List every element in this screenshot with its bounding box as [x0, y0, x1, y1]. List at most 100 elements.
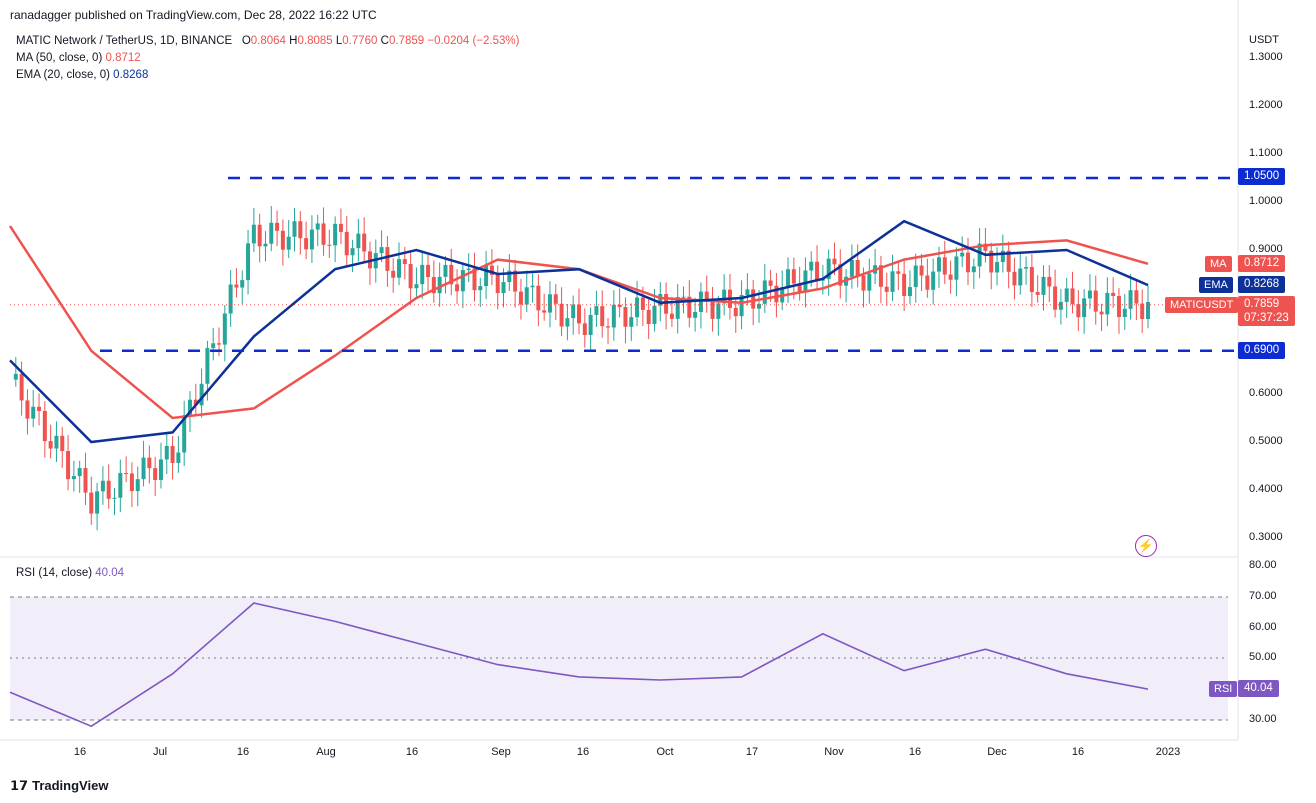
candle-body — [141, 457, 146, 480]
candle-body — [397, 259, 402, 278]
candle-body — [600, 306, 605, 327]
candle-body — [280, 230, 285, 250]
candle-body — [263, 243, 268, 247]
level-label-1050: 1.0500 — [1238, 168, 1286, 185]
candle-body — [228, 284, 233, 314]
candle-body — [460, 270, 465, 292]
low-label: L — [335, 35, 343, 47]
candle-body — [640, 297, 645, 310]
candle-body — [443, 264, 448, 277]
candle-body — [199, 383, 204, 406]
candle-body — [507, 270, 512, 283]
candle-body — [83, 468, 88, 493]
candle-body — [275, 222, 280, 231]
candle-body — [710, 301, 715, 319]
rsi-line — [9, 602, 1149, 728]
currency-label: USDT — [1249, 34, 1279, 46]
change-value: −0.0204 (−2.53%) — [427, 35, 520, 47]
candle-body — [89, 492, 94, 514]
candle-body — [269, 222, 274, 244]
candle-body — [1000, 250, 1005, 263]
candle-body — [629, 317, 634, 327]
candle-body — [565, 318, 570, 327]
tradingview-logo[interactable]: 𝟭𝟳 TradingView — [10, 778, 108, 794]
candle-body — [13, 373, 18, 380]
candle-body — [240, 280, 245, 288]
rsi-tick: 50.00 — [1249, 651, 1277, 664]
candle-body — [100, 480, 105, 492]
candle-body — [652, 305, 657, 325]
candle-body — [542, 310, 547, 313]
candle-body — [931, 271, 936, 290]
candle-body — [1134, 290, 1139, 304]
time-tick: 16 — [908, 746, 922, 758]
rsi-price-label: 40.04 — [1238, 680, 1279, 697]
candle-body — [1041, 276, 1046, 295]
high-value: 0.8085 — [297, 35, 333, 47]
candle-body — [936, 257, 941, 272]
candle-body — [489, 265, 494, 275]
candle-body — [379, 247, 384, 254]
candle-body — [809, 261, 814, 271]
candle-body — [158, 459, 163, 481]
rsi-tick: 60.00 — [1249, 620, 1277, 633]
candle-body — [1058, 301, 1063, 310]
candle-body — [431, 277, 436, 294]
close-value: 0.7859 — [388, 35, 425, 47]
time-tick: 16 — [236, 746, 250, 758]
candle-body — [681, 296, 686, 298]
rsi-tick: 80.00 — [1249, 559, 1277, 571]
candle-body — [530, 285, 535, 288]
candle-body — [1128, 290, 1133, 309]
candle-body — [420, 264, 425, 285]
candle-body — [704, 291, 709, 302]
candle-body — [1064, 288, 1069, 302]
publisher-line: ranadagger published on TradingView.com,… — [10, 8, 377, 22]
candle-body — [205, 348, 210, 384]
rsi-legend: RSI (14, close) 40.04 — [16, 567, 124, 579]
candle-body — [1035, 292, 1040, 295]
high-label: H — [289, 35, 298, 47]
open-label: O — [241, 35, 251, 47]
candle-body — [234, 284, 239, 288]
candle-body — [414, 284, 419, 289]
candle-body — [1006, 250, 1011, 272]
candle-body — [25, 400, 30, 419]
candle-body — [153, 468, 158, 481]
ma-legend: MA (50, close, 0) 0.8712 — [16, 52, 141, 64]
candle-body — [971, 266, 976, 273]
candle-body — [193, 399, 198, 406]
candle-body — [118, 473, 123, 498]
candle-body — [878, 265, 883, 287]
symbol-tag: MATICUSDT — [1165, 297, 1239, 313]
candle-body — [1122, 308, 1127, 318]
candle-body — [286, 236, 291, 250]
candle-body — [942, 257, 947, 275]
candle-body — [182, 415, 187, 453]
candle-body — [623, 307, 628, 327]
candle-body — [222, 313, 227, 345]
candle-body — [60, 435, 65, 452]
lightning-icon[interactable]: ⚡ — [1135, 535, 1157, 557]
candle-body — [698, 291, 703, 312]
candle-body — [327, 244, 332, 246]
candle-body — [855, 260, 860, 276]
candle-body — [867, 273, 872, 291]
candle-body — [1012, 271, 1017, 286]
candle-body — [954, 256, 959, 280]
candle-body — [135, 479, 140, 492]
candle-body — [19, 373, 24, 401]
candle-body — [48, 441, 53, 449]
candle-body — [1082, 298, 1087, 318]
candle-body — [1047, 276, 1052, 287]
candle-body — [977, 243, 982, 267]
candle-body — [913, 265, 918, 288]
last-price-box: 0.7859 07:37:23 — [1238, 296, 1295, 326]
candle-body — [768, 280, 773, 286]
time-tick: Oct — [656, 746, 674, 758]
candle-body — [797, 283, 802, 293]
candle-body — [176, 452, 181, 463]
time-tick: 16 — [73, 746, 87, 758]
level-label-0690: 0.6900 — [1238, 342, 1286, 359]
